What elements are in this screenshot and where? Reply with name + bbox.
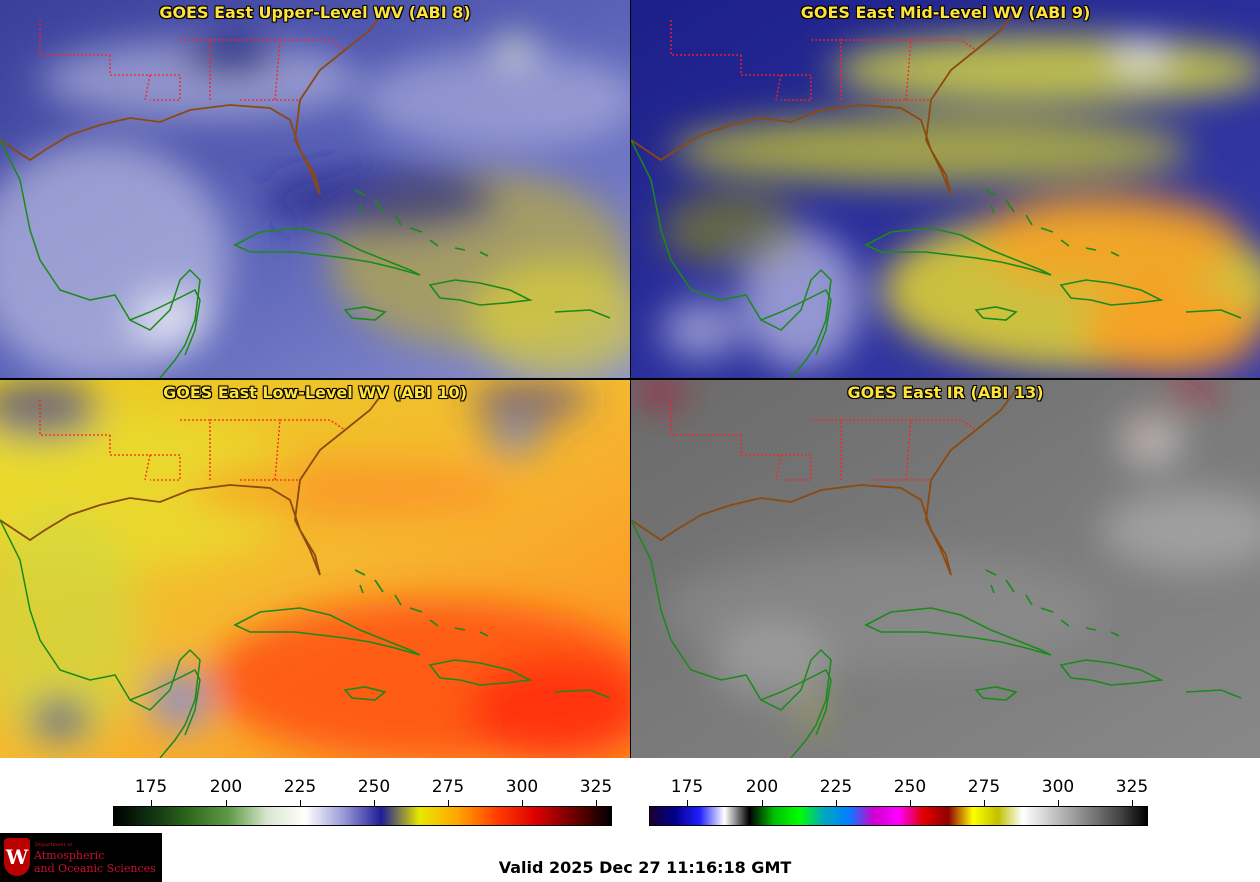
- colorbar-tick-mark: [1058, 800, 1059, 806]
- colorbar-tick-mark: [762, 800, 763, 806]
- uw-crest-icon: W: [4, 838, 30, 876]
- mid-level-wv-panel: GOES East Mid-Level WV (ABI 9): [631, 0, 1260, 378]
- colorbar-tick-label: 200: [745, 777, 779, 797]
- colorbar-tick-mark: [1132, 800, 1133, 806]
- colorbar-tick-mark: [596, 800, 597, 806]
- colorbar-tick-mark: [522, 800, 523, 806]
- horizontal-divider: [0, 378, 1260, 380]
- colorbar-tick-mark: [374, 800, 375, 806]
- valid-time: Valid 2025 Dec 27 11:16:18 GMT: [498, 858, 792, 877]
- upper-level-wv-image: [0, 0, 630, 378]
- aos-logo[interactable]: W Department of Atmospheric and Oceanic …: [0, 833, 162, 882]
- wv-colorbar: [113, 806, 612, 826]
- panel-title: GOES East IR (ABI 13): [847, 383, 1044, 402]
- colorbar-tick-mark: [151, 800, 152, 806]
- colorbar-tick-label: 250: [357, 777, 391, 797]
- colorbar-tick-label: 225: [283, 777, 317, 797]
- logo-dept: Department of: [35, 842, 72, 848]
- colorbar-tick-label: 275: [967, 777, 1001, 797]
- colorbar-tick-label: 275: [431, 777, 465, 797]
- logo-line2: and Oceanic Sciences: [34, 862, 156, 875]
- low-level-wv-panel: GOES East Low-Level WV (ABI 10): [0, 380, 630, 758]
- colorbar-tick-label: 200: [209, 777, 243, 797]
- colorbar-tick-mark: [687, 800, 688, 806]
- panel-title: GOES East Low-Level WV (ABI 10): [163, 383, 467, 402]
- ir-colorbar: [649, 806, 1148, 826]
- colorbar-tick-mark: [984, 800, 985, 806]
- colorbar-tick-label: 175: [134, 777, 168, 797]
- colorbar-tick-label: 325: [1115, 777, 1149, 797]
- colorbar-tick-mark: [836, 800, 837, 806]
- colorbar-tick-label: 300: [505, 777, 539, 797]
- logo-name: Atmospheric and Oceanic Sciences: [34, 849, 156, 875]
- colorbar-tick-label: 325: [579, 777, 613, 797]
- colorbar-tick-mark: [226, 800, 227, 806]
- ir-panel: GOES East IR (ABI 13): [631, 380, 1260, 758]
- colorbar-tick-label: 175: [670, 777, 704, 797]
- colorbar-tick-label: 300: [1041, 777, 1075, 797]
- mid-level-wv-image: [631, 0, 1260, 378]
- upper-level-wv-panel: GOES East Upper-Level WV (ABI 8): [0, 0, 630, 378]
- colorbar-tick-label: 225: [819, 777, 853, 797]
- colorbar-tick-mark: [300, 800, 301, 806]
- panel-title: GOES East Mid-Level WV (ABI 9): [800, 3, 1091, 22]
- colorbar-tick-label: 250: [893, 777, 927, 797]
- colorbar-tick-mark: [910, 800, 911, 806]
- logo-line1: Atmospheric: [34, 849, 105, 862]
- low-level-wv-image: [0, 380, 630, 758]
- colorbar-tick-mark: [448, 800, 449, 806]
- panel-title: GOES East Upper-Level WV (ABI 8): [159, 3, 471, 22]
- ir-image: [631, 380, 1260, 758]
